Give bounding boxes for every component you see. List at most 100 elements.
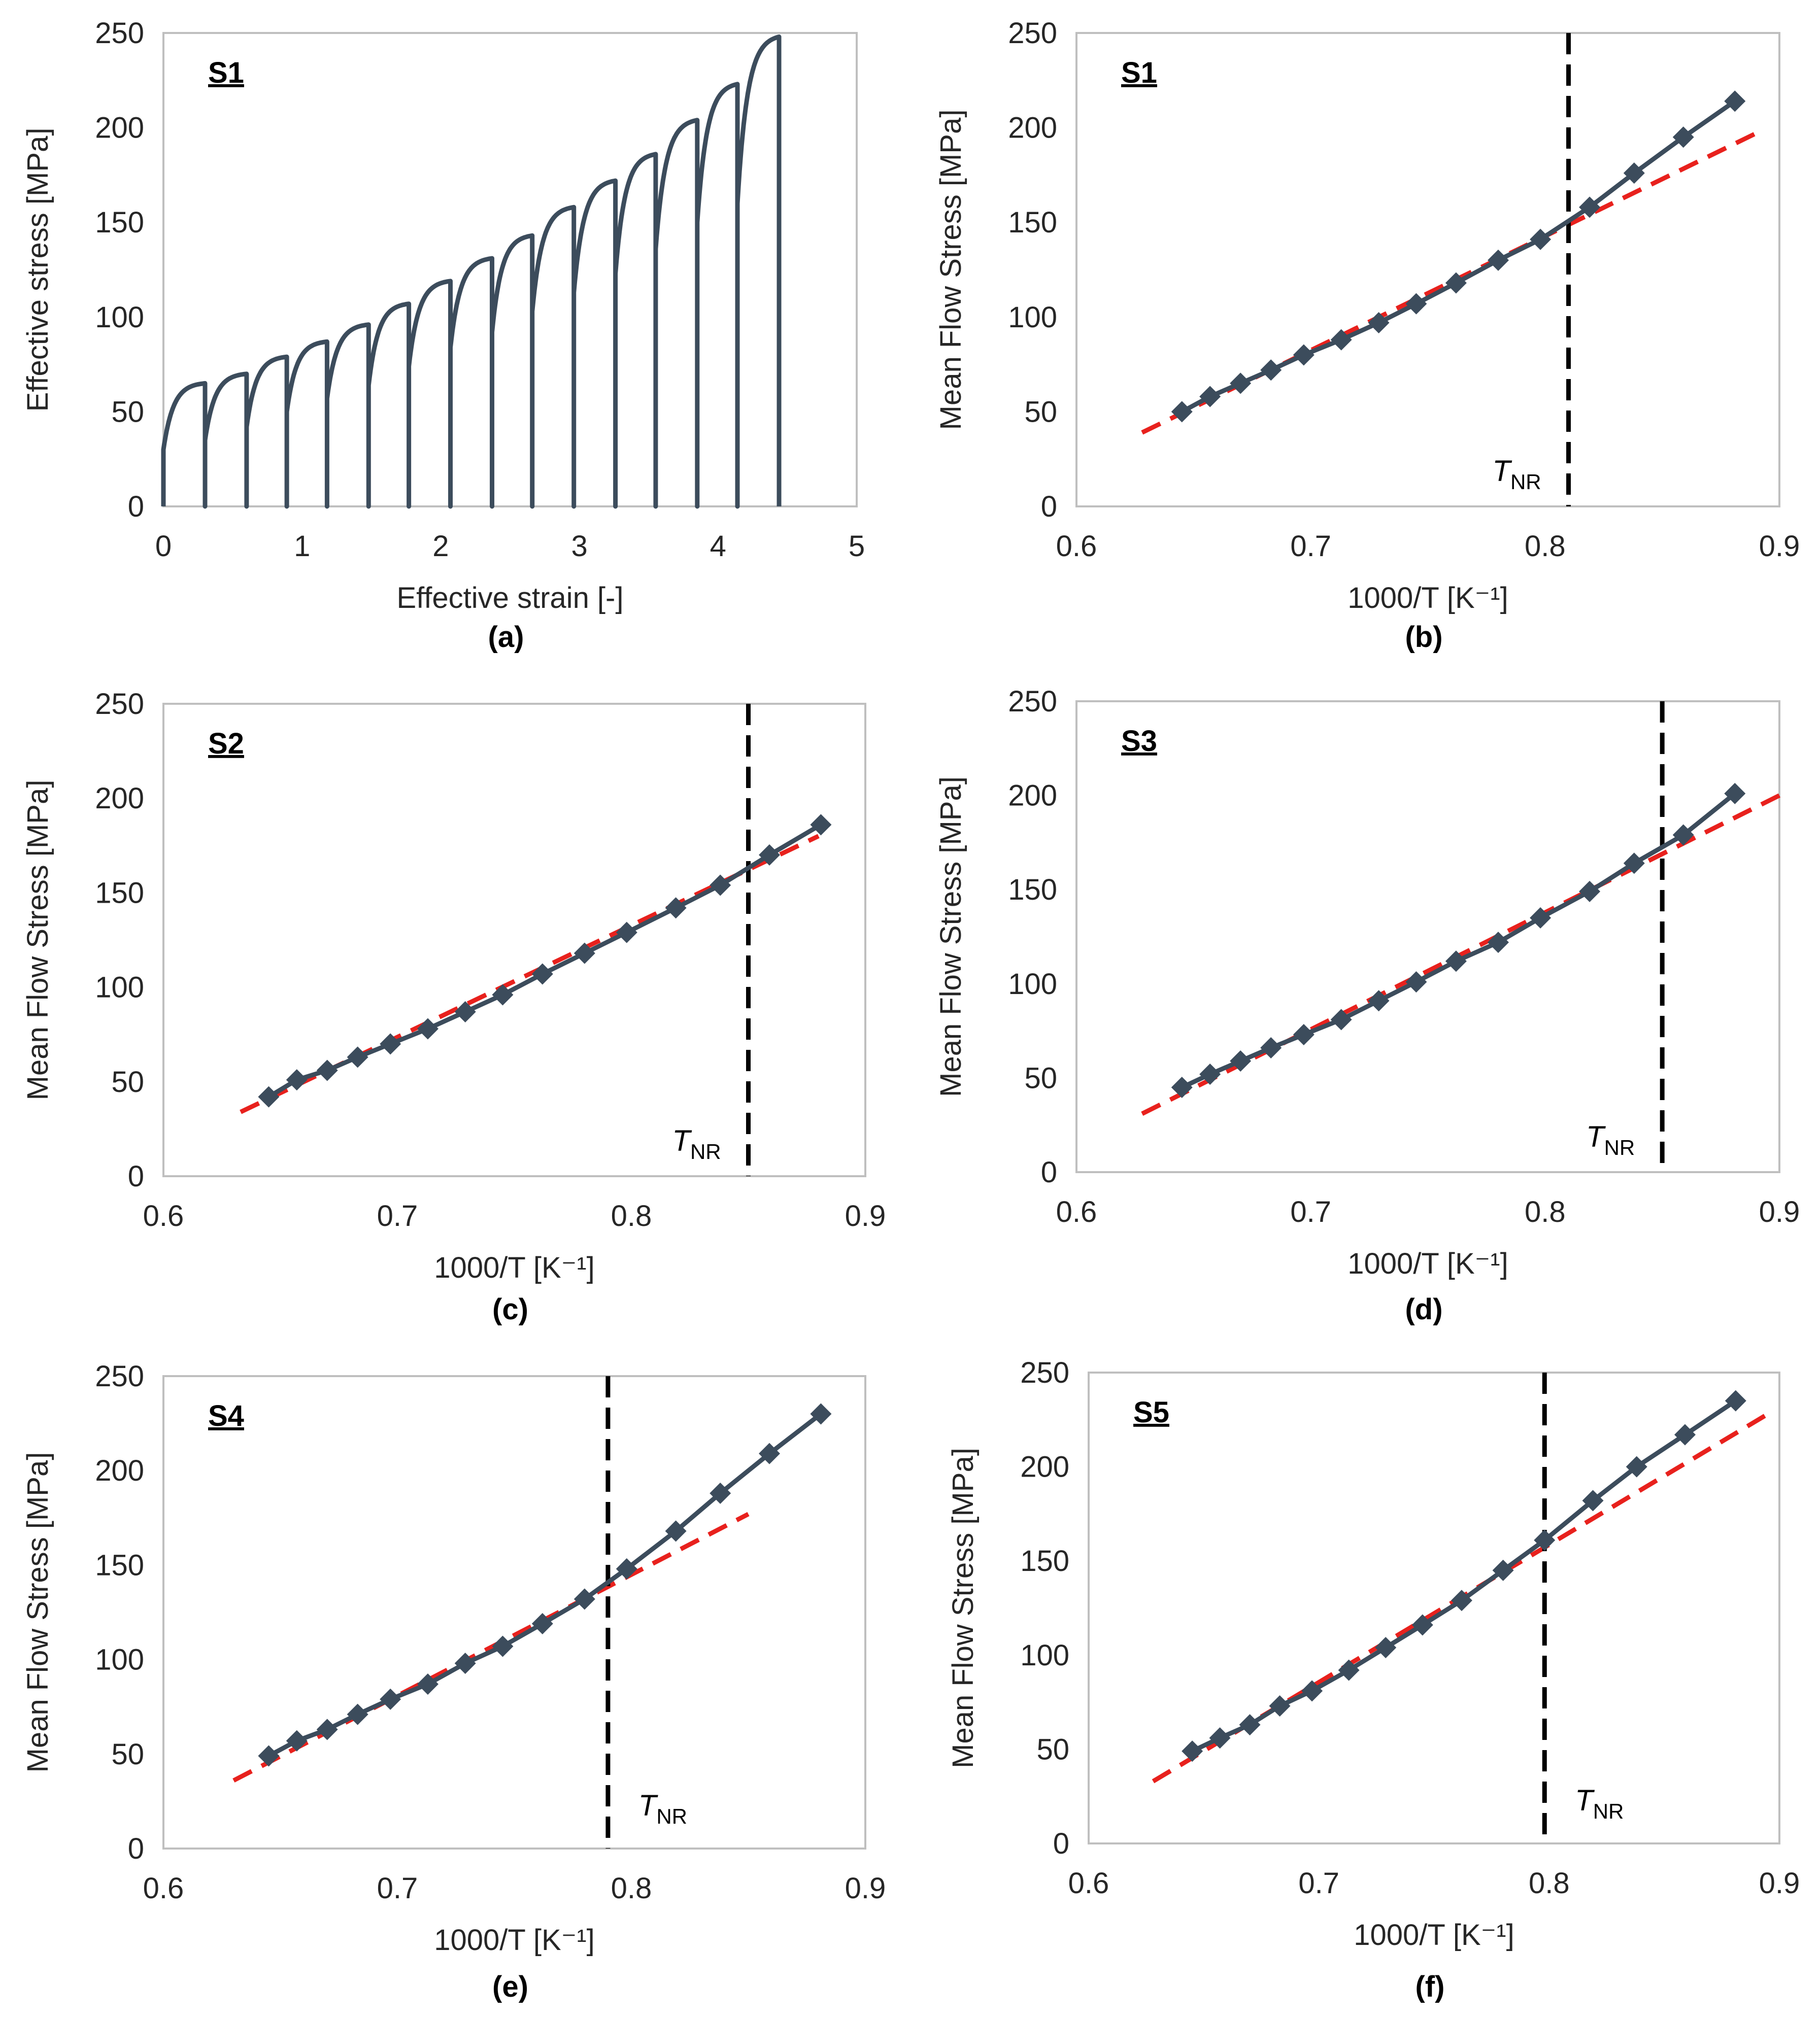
tnr-label: TNR <box>1586 1120 1635 1159</box>
data-point-marker <box>347 1046 368 1068</box>
x-tick-labels: 0 1 2 3 4 5 <box>155 530 865 563</box>
data-point-marker <box>1530 228 1552 250</box>
data-point-marker <box>1171 401 1193 423</box>
x-axis-title: 1000/T [K⁻¹] <box>1354 1919 1514 1952</box>
data-point-marker <box>316 1059 338 1081</box>
y-axis-title: Mean Flow Stress [MPa] <box>21 780 54 1101</box>
data-point-marker <box>616 921 637 943</box>
data-point-marker <box>417 1018 439 1040</box>
data-point-marker <box>574 1588 595 1610</box>
plot-area <box>162 1375 866 1850</box>
data-point-marker <box>1623 162 1645 184</box>
data-point-marker <box>616 1558 637 1580</box>
x-tick-label: 0.9 <box>1759 1195 1800 1228</box>
y-tick-label: 250 <box>1008 17 1057 50</box>
y-tick-label: 200 <box>1008 779 1057 812</box>
tnr-label: TNR <box>1493 455 1541 494</box>
data-point-marker <box>1530 907 1552 929</box>
y-tick-label: 50 <box>111 1066 144 1099</box>
y-tick-label: 50 <box>111 395 144 428</box>
data-point-marker <box>380 1033 401 1055</box>
data-point-marker <box>1582 1490 1604 1512</box>
plot-area <box>1075 700 1780 1173</box>
y-tick-labels: 0 50 100 150 200 250 <box>95 688 144 1193</box>
data-point-marker <box>1199 1063 1221 1085</box>
x-tick-label: 0.7 <box>377 1872 418 1905</box>
y-tick-label: 250 <box>1008 685 1057 718</box>
data-point-marker <box>1674 1424 1696 1446</box>
data-point-marker <box>1293 344 1315 366</box>
y-tick-label: 50 <box>1024 1062 1057 1094</box>
panel-tag: S1 <box>1121 56 1157 89</box>
x-tick-label: 0.9 <box>845 1872 886 1905</box>
linear-fit-line <box>232 1512 750 1783</box>
y-tick-labels: 0 50 100 150 200 250 <box>1008 17 1057 523</box>
y-tick-label: 150 <box>1008 206 1057 239</box>
y-tick-label: 0 <box>128 1160 144 1193</box>
x-tick-label: 0.9 <box>845 1200 886 1233</box>
panel-tag: S1 <box>208 56 244 89</box>
x-tick-label: 0.6 <box>143 1872 184 1905</box>
panel-caption: (a) <box>488 621 524 654</box>
y-tick-label: 150 <box>1008 873 1057 906</box>
x-tick-label: 0.8 <box>1529 1867 1570 1900</box>
tnr-label: TNR <box>1575 1784 1624 1823</box>
x-tick-label: 0.6 <box>143 1200 184 1233</box>
data-point-marker <box>286 1069 308 1091</box>
data-point-marker <box>1330 329 1352 351</box>
y-tick-labels: 0 50 100 150 200 250 <box>95 17 144 523</box>
data-point-marker <box>1182 1740 1203 1762</box>
data-point-marker <box>1260 1037 1282 1059</box>
y-tick-label: 50 <box>1036 1733 1069 1766</box>
panel-tag: S4 <box>208 1399 244 1432</box>
data-point-marker <box>1451 1590 1472 1612</box>
x-tick-label: 0.9 <box>1759 1867 1800 1900</box>
x-axis-title: 1000/T [K⁻¹] <box>1347 1247 1508 1280</box>
x-tick-label: 0.6 <box>1056 1195 1097 1228</box>
data-point-marker <box>1199 386 1221 407</box>
data-point-marker <box>1171 1076 1193 1098</box>
data-point-marker <box>1293 1024 1315 1046</box>
x-tick-label: 0.8 <box>611 1200 652 1233</box>
x-tick-label: 0.8 <box>1525 530 1566 563</box>
x-tick-label: 0.7 <box>1298 1867 1339 1900</box>
linear-fit-line <box>1141 793 1781 1116</box>
y-tick-label: 150 <box>95 876 144 909</box>
data-point-marker <box>574 942 595 964</box>
data-point-marker <box>1368 990 1390 1012</box>
panel-caption: (d) <box>1405 1293 1442 1326</box>
x-tick-labels: 0.6 0.7 0.8 0.9 <box>1068 1867 1800 1900</box>
y-tick-label: 100 <box>95 971 144 1004</box>
y-tick-label: 0 <box>1041 1156 1057 1189</box>
panel-caption: (b) <box>1405 621 1442 654</box>
y-axis-title: Mean Flow Stress [MPa] <box>934 776 967 1097</box>
data-points <box>1171 90 1746 423</box>
stress-strain-curve <box>161 35 782 509</box>
data-points <box>1182 1390 1746 1762</box>
x-tick-label: 0.9 <box>1759 530 1800 563</box>
data-point-marker <box>1534 1529 1556 1551</box>
panel-c: 0 50 100 150 200 250 0.6 0.7 0.8 0.9 1000/T [K⁻¹] M… <box>21 688 886 1326</box>
data-point-marker <box>665 897 687 919</box>
y-axis-title: Mean Flow Stress [MPa] <box>947 1448 980 1768</box>
data-point-marker <box>710 1482 731 1504</box>
data-point-marker <box>316 1719 338 1740</box>
data-point-marker <box>1724 782 1746 804</box>
y-axis-title: Mean Flow Stress [MPa] <box>21 1452 54 1773</box>
data-point-marker <box>1368 312 1390 333</box>
data-point-marker <box>1405 971 1427 993</box>
y-tick-label: 150 <box>95 206 144 239</box>
y-tick-label: 0 <box>1053 1827 1069 1860</box>
data-point-marker <box>258 1745 280 1767</box>
panel-tag: S2 <box>208 727 244 760</box>
data-point-marker <box>1260 359 1282 381</box>
panel-tag: S5 <box>1133 1396 1169 1429</box>
data-point-marker <box>758 1443 780 1464</box>
panel-e: 0 50 100 150 200 250 0.6 0.7 0.8 0.9 1000/T [K⁻¹] M… <box>21 1360 886 2003</box>
data-point-marker <box>492 984 514 1006</box>
y-tick-label: 100 <box>1008 301 1057 334</box>
y-tick-label: 50 <box>1024 395 1057 428</box>
x-tick-labels: 0.6 0.7 0.8 0.9 <box>1056 530 1800 563</box>
y-tick-label: 150 <box>1020 1545 1069 1578</box>
